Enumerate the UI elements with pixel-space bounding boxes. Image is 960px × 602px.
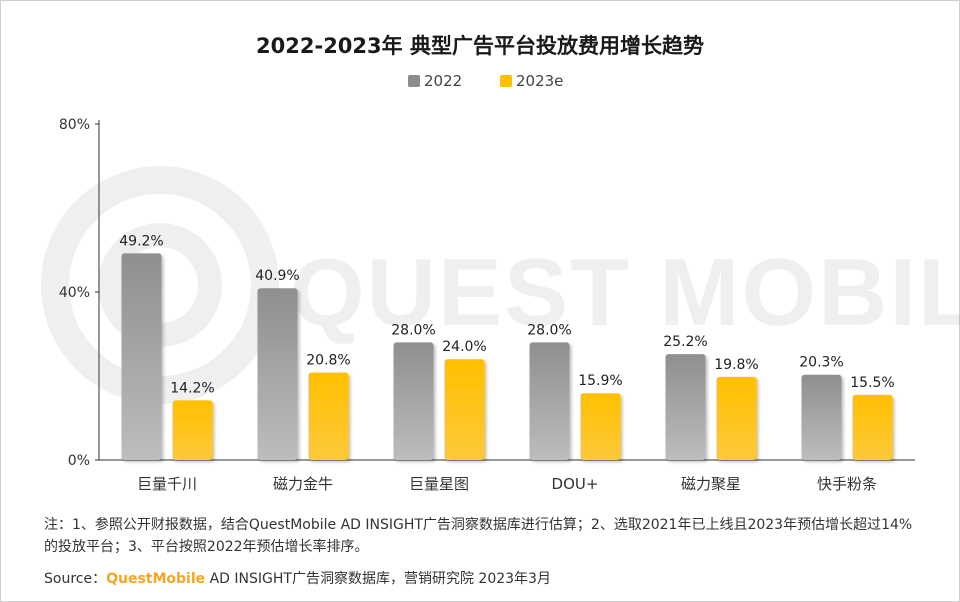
source-rest: AD INSIGHT广告洞察数据库，营销研究院 2023年3月 — [205, 571, 551, 587]
x-tick-label: 磁力金牛 — [273, 475, 333, 493]
legend-label-2023e: 2023e — [516, 72, 564, 90]
bar-2023e — [172, 400, 213, 460]
data-label: 20.3% — [799, 355, 843, 371]
bar-2023e — [444, 359, 485, 460]
bar-2022 — [529, 342, 570, 460]
source-line: Source：QuestMobile AD INSIGHT广告洞察数据库，营销研… — [44, 568, 551, 588]
data-label: 15.9% — [578, 373, 622, 389]
bar-2023e — [308, 372, 349, 460]
data-label: 20.8% — [306, 353, 350, 369]
bar-2022 — [257, 288, 298, 460]
bar-2022 — [665, 354, 706, 460]
data-label: 49.2% — [119, 233, 163, 249]
watermark-text: QUEST MOBILE — [290, 239, 960, 346]
x-tick-label: 巨量星图 — [409, 475, 469, 493]
data-label: 28.0% — [391, 322, 435, 338]
data-label: 40.9% — [255, 268, 299, 284]
bar-2023e — [580, 393, 621, 460]
x-tick-label: 快手粉条 — [817, 475, 877, 493]
data-label: 28.0% — [527, 322, 571, 338]
y-tick-label: 0% — [68, 453, 90, 469]
data-label: 14.2% — [170, 380, 214, 396]
chart-title: 2022-2023年 典型广告平台投放费用增长趋势 — [256, 34, 704, 58]
x-tick-label: 巨量千川 — [137, 475, 197, 493]
y-tick-label: 40% — [59, 285, 90, 301]
data-label: 24.0% — [442, 339, 486, 355]
legend: 2022 2023e — [0, 72, 960, 92]
data-label: 19.8% — [714, 357, 758, 373]
legend-item-2023e: 2023e — [500, 72, 563, 90]
x-tick-label: DOU+ — [552, 475, 599, 493]
source-prefix: Source： — [44, 571, 107, 587]
bar-2023e — [852, 394, 893, 460]
data-label: 15.5% — [850, 375, 894, 391]
source-brand: QuestMobile — [106, 571, 206, 587]
y-tick-label: 80% — [59, 117, 90, 133]
bar-2023e — [716, 376, 757, 460]
legend-item-2022: 2022 — [408, 72, 462, 90]
bar-2022 — [393, 342, 434, 460]
legend-swatch-2022 — [408, 75, 420, 87]
legend-swatch-2023e — [500, 75, 512, 87]
footnote: 注：1、参照公开财报数据，结合QuestMobile AD INSIGHT广告洞… — [44, 517, 913, 555]
x-tick-label: 磁力聚星 — [681, 475, 741, 493]
bar-2022 — [121, 253, 162, 460]
data-label: 25.2% — [663, 334, 707, 350]
bar-2022 — [801, 374, 842, 460]
legend-label-2022: 2022 — [424, 72, 463, 90]
